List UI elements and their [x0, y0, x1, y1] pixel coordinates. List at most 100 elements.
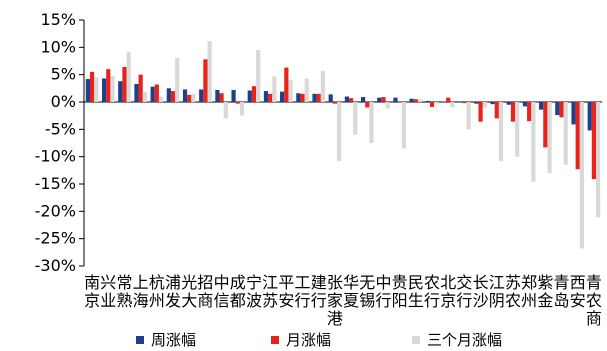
bar [239, 102, 245, 116]
bar [510, 102, 516, 122]
bar [304, 78, 309, 102]
bar [166, 88, 171, 102]
x-category-label: 光大 [181, 273, 197, 310]
x-category-label: 建行 [311, 273, 327, 310]
x-category-label: 中行 [375, 273, 391, 310]
bar [175, 57, 180, 102]
bar [401, 102, 406, 149]
bar [215, 89, 220, 102]
bar [150, 86, 155, 102]
bar [280, 91, 285, 102]
bar [219, 93, 224, 102]
bar [332, 102, 338, 104]
bar [575, 102, 580, 170]
bar [94, 77, 99, 102]
x-category-label: 青岛 [554, 273, 570, 310]
bar [434, 102, 439, 104]
bar [247, 90, 252, 102]
bar [413, 99, 418, 102]
legend-label: 三个月涨幅 [427, 331, 502, 349]
bar [122, 67, 127, 102]
x-axis-labels: 南京兴业常熟上海杭州浦发光大招商中信成都宁波江苏平安工行建行张家港华夏无锡中行贵… [84, 273, 602, 328]
bar [312, 93, 317, 102]
bar [337, 102, 342, 162]
x-category-label: 宁波 [246, 273, 262, 310]
bar [231, 89, 236, 102]
y-tick-label: -20% [35, 201, 76, 220]
bar [385, 102, 390, 109]
bar [571, 102, 576, 125]
x-category-label: 工行 [295, 273, 311, 310]
y-tick-label: 15% [40, 10, 76, 29]
bar [300, 93, 305, 102]
x-category-label: 江苏 [262, 273, 278, 310]
x-category-label: 民生 [408, 273, 424, 310]
bar [187, 94, 192, 102]
bar [397, 102, 402, 103]
bar [377, 97, 382, 102]
bar [441, 101, 447, 103]
bar [344, 96, 349, 102]
bar [579, 102, 585, 249]
bar [182, 89, 188, 102]
legend-swatch [271, 336, 279, 344]
x-category-label: 成都 [230, 273, 246, 310]
bar [203, 59, 208, 102]
bar [320, 70, 326, 102]
bar [466, 102, 471, 130]
x-category-label: 无锡 [359, 273, 375, 310]
bar [506, 102, 511, 105]
bar [89, 71, 95, 102]
bar [272, 76, 277, 102]
x-category-label: 北京 [440, 273, 456, 310]
bar [417, 99, 423, 102]
bar [134, 83, 139, 102]
series-2 [89, 59, 597, 180]
bar [138, 74, 143, 102]
x-category-label: 农行 [424, 273, 440, 310]
x-category-label: 长沙 [473, 273, 489, 310]
bar [365, 102, 370, 108]
bar [458, 102, 463, 103]
bar [85, 79, 90, 102]
bar [587, 102, 592, 131]
bar [328, 94, 333, 102]
bar-series [85, 41, 601, 249]
x-category-label: 兴业 [100, 273, 116, 310]
series-3 [94, 41, 601, 249]
bar [494, 102, 499, 119]
bar [522, 102, 528, 107]
bar [527, 102, 532, 122]
x-category-label: 张家港 [327, 273, 343, 328]
x-category-label: 江阴 [489, 273, 505, 310]
bar [450, 102, 455, 108]
bar [360, 97, 366, 102]
bar [531, 102, 536, 182]
bar [425, 100, 430, 102]
x-category-label: 苏农 [505, 273, 521, 310]
legend-swatch [136, 336, 144, 344]
legend-label: 月涨幅 [286, 331, 331, 349]
x-category-label: 平安 [278, 273, 294, 310]
x-category-label: 青农商 [586, 273, 602, 328]
x-category-label: 杭州 [149, 273, 165, 310]
bar [409, 98, 414, 102]
bar [154, 84, 159, 102]
x-category-label: 中信 [214, 273, 230, 310]
x-category-label: 郑州 [521, 273, 537, 310]
bar [158, 96, 164, 102]
bar [474, 102, 479, 104]
bar [268, 93, 273, 102]
legend: 周涨幅 月涨幅 三个月涨幅 [136, 331, 502, 349]
series-1 [85, 78, 592, 131]
bar [547, 102, 552, 174]
y-tick-label: -15% [35, 174, 76, 193]
bar [559, 102, 564, 118]
bar [126, 51, 131, 102]
bar [515, 102, 520, 157]
bar [207, 41, 212, 102]
y-tick-label: -10% [35, 147, 76, 166]
bar [191, 93, 196, 102]
x-category-label: 招商 [197, 273, 213, 310]
